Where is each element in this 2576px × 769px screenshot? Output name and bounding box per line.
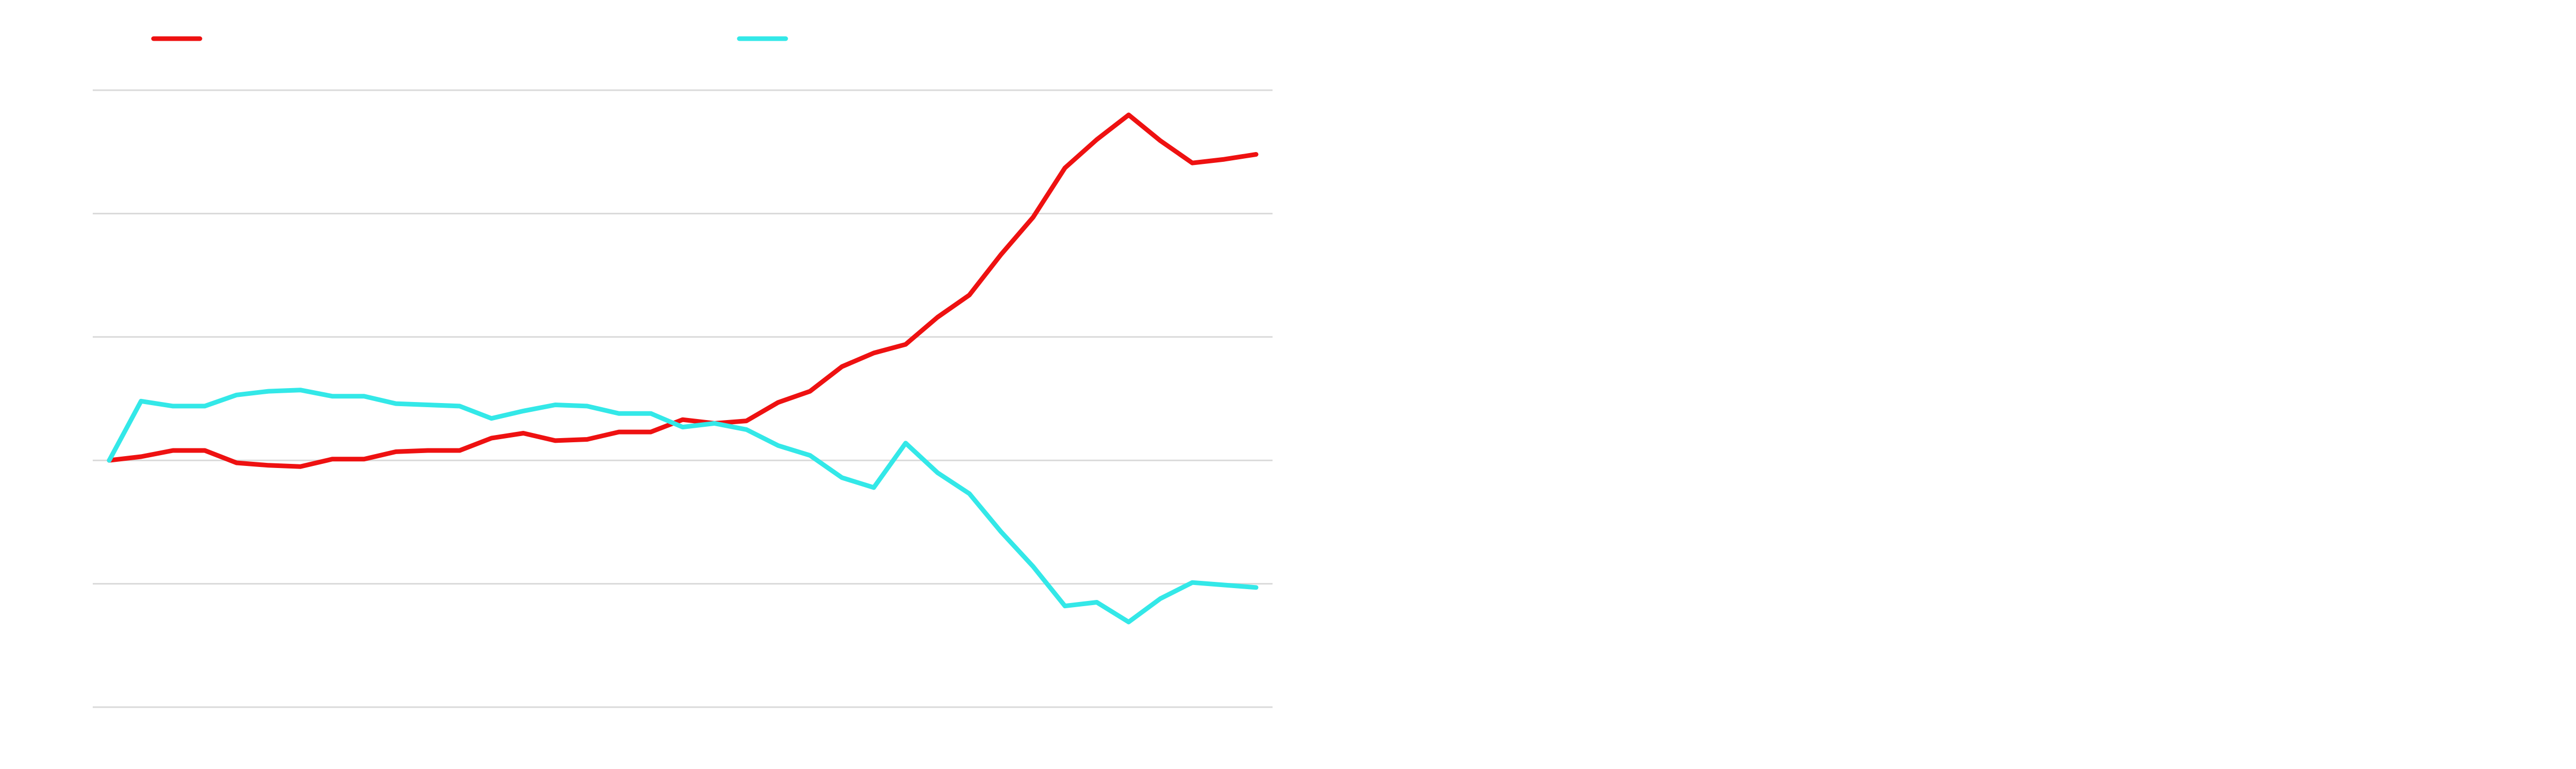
series-2-line [107, 388, 1259, 625]
series-layer [107, 112, 1259, 625]
series-1-line [107, 112, 1259, 469]
grid-layer [93, 89, 1273, 708]
